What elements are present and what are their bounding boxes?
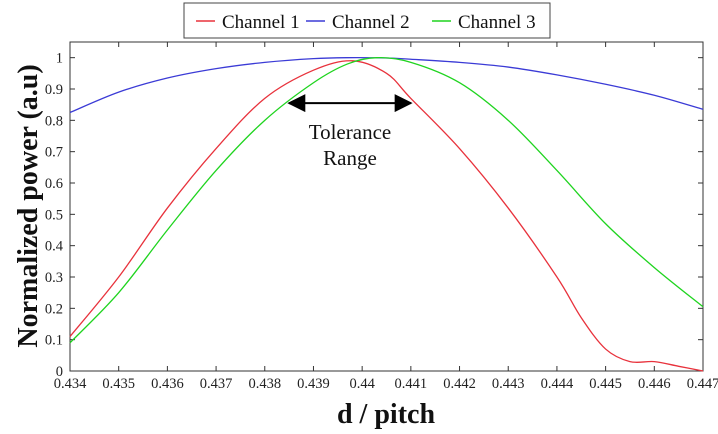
x-tick-label: 0.444 — [541, 376, 574, 392]
y-tick-label: 1 — [56, 51, 63, 67]
series-layer — [69, 56, 704, 372]
y-tick-label: 0.3 — [45, 270, 63, 286]
axis-ticks: 0.434 0.435 0.436 0.437 0.438 0.439 0.44 0.441 0… — [45, 42, 718, 392]
x-axis-title: d / pitch — [337, 399, 435, 430]
y-axis-title: Normalized power (a.u) — [13, 64, 44, 347]
y-tick-label: 0.7 — [45, 145, 63, 161]
x-tick-label: 0.436 — [151, 376, 184, 392]
legend-label: Channel 1 — [222, 12, 300, 33]
legend-box — [183, 2, 551, 39]
x-tick-label: 0.437 — [200, 376, 233, 392]
x-tick-label: 0.434 — [54, 376, 87, 392]
series-line-channel-1 — [69, 60, 704, 372]
x-tick-label: 0.446 — [638, 376, 671, 392]
y-tick-label: 0.1 — [45, 333, 63, 349]
y-tick-label: 0.6 — [45, 176, 63, 192]
x-tick-label: 0.435 — [102, 376, 135, 392]
plot-area — [69, 41, 704, 372]
series-line-channel-3 — [69, 56, 704, 344]
tolerance-label: Range — [323, 146, 377, 170]
y-tick-label: 0.8 — [45, 113, 63, 129]
y-tick-label: 0.2 — [45, 301, 63, 317]
x-tick-label: 0.439 — [297, 376, 330, 392]
x-tick-label: 0.44 — [349, 376, 375, 392]
y-tick-label: 0 — [56, 364, 63, 380]
legend-label: Channel 3 — [458, 12, 536, 33]
y-tick-label: 0.5 — [45, 207, 63, 223]
x-tick-label: 0.442 — [443, 376, 476, 392]
legend: Channel 1 Channel 2 Channel 3 — [183, 2, 551, 39]
y-tick-label: 0.4 — [45, 239, 64, 255]
legend-label: Channel 2 — [332, 12, 410, 33]
x-tick-label: 0.445 — [589, 376, 622, 392]
tolerance-label: Tolerance — [309, 120, 391, 144]
x-tick-label: 0.443 — [492, 376, 525, 392]
x-tick-label: 0.441 — [395, 376, 428, 392]
x-tick-label: 0.447 — [687, 376, 718, 392]
y-tick-label: 0.9 — [45, 82, 63, 98]
x-tick-label: 0.438 — [248, 376, 281, 392]
